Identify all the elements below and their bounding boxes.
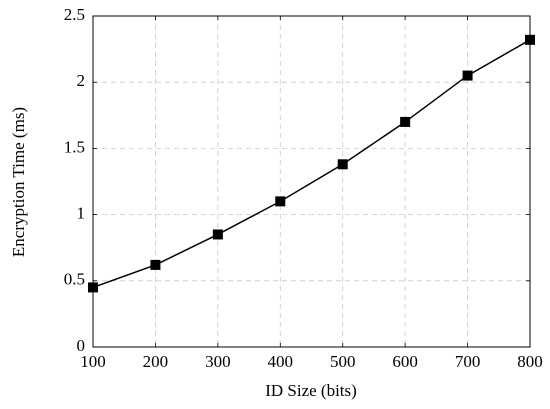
data-point (525, 34, 535, 45)
data-line (92, 39, 531, 289)
x-tick-label: 500 (330, 352, 356, 371)
data-point (337, 159, 348, 170)
data-point (212, 229, 223, 240)
x-tick-label: 300 (205, 352, 231, 371)
data-point (88, 282, 98, 293)
data-point (462, 70, 473, 81)
data-point (150, 259, 161, 270)
y-tick-label: 2.5 (64, 5, 85, 24)
x-axis-label: ID Size (bits) (265, 381, 357, 400)
x-tick-label: 400 (268, 352, 294, 371)
data-point (275, 196, 286, 207)
y-tick-label: 1 (77, 204, 86, 223)
plot-frame (92, 15, 531, 348)
x-tick-label: 600 (392, 352, 418, 371)
x-tick-label: 100 (80, 352, 106, 371)
data-point (400, 116, 411, 127)
x-tick-label: 800 (517, 352, 543, 371)
y-tick-label: 2 (77, 71, 86, 90)
y-tick-label: 0 (77, 336, 86, 355)
y-tick-label: 1.5 (64, 137, 85, 156)
x-tick-label: 200 (143, 352, 169, 371)
y-tick-label: 0.5 (64, 270, 85, 289)
y-axis-label: Encryption Time (ms) (9, 107, 28, 257)
x-tick-label: 700 (455, 352, 481, 371)
